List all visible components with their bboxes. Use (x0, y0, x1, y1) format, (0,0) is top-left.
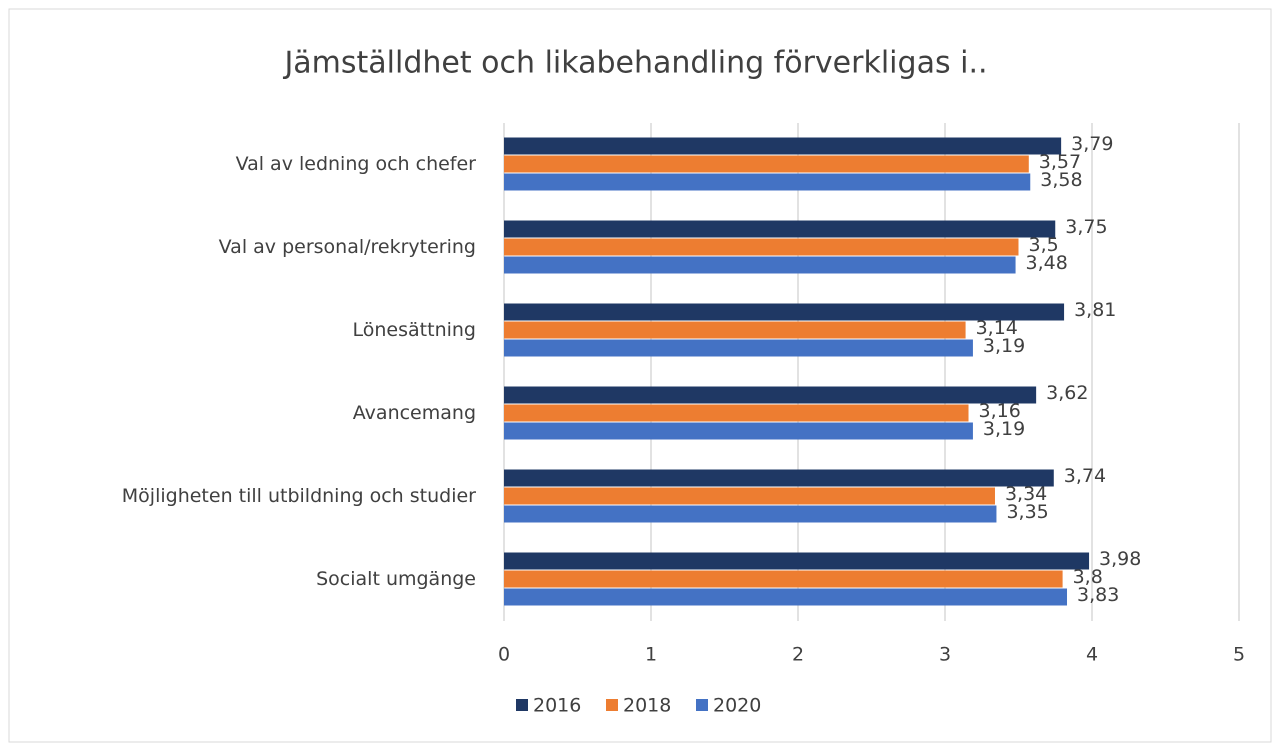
bar (504, 321, 966, 339)
bar (504, 588, 1068, 606)
x-tick-label: 2 (792, 644, 804, 666)
chart-border (8, 8, 1272, 743)
x-tick-label: 0 (498, 644, 510, 666)
x-tick-label: 5 (1233, 644, 1245, 666)
bar (504, 238, 1019, 256)
legend-label: 2020 (713, 695, 761, 717)
bar (504, 469, 1054, 487)
data-label: 3,74 (1064, 465, 1106, 487)
x-tick-label: 3 (939, 644, 951, 666)
data-label: 3,98 (1099, 548, 1141, 570)
data-label: 3,19 (983, 335, 1025, 357)
bar (504, 404, 969, 422)
legend-label: 2018 (623, 695, 671, 717)
data-label: 3,5 (1029, 234, 1059, 256)
legend-swatch (516, 699, 528, 711)
y-tick-label: Avancemang (353, 402, 476, 424)
data-label: 3,57 (1039, 151, 1081, 173)
data-label: 3,75 (1065, 216, 1107, 238)
bar (504, 155, 1029, 173)
bar (504, 386, 1037, 404)
y-tick-label: Val av ledning och chefer (236, 153, 477, 175)
y-tick-label: Lönesättning (353, 319, 476, 341)
y-tick-label: Möjligheten till utbildning och studier (122, 485, 476, 507)
data-label: 3,79 (1071, 133, 1113, 155)
bar (504, 552, 1090, 570)
bar (504, 137, 1062, 155)
data-label: 3,19 (983, 418, 1025, 440)
data-label: 3,48 (1026, 252, 1068, 274)
legend-swatch (606, 699, 618, 711)
bar (504, 570, 1063, 588)
x-tick-label: 1 (645, 644, 657, 666)
data-label: 3,16 (979, 400, 1021, 422)
bar (504, 339, 973, 357)
data-label: 3,35 (1006, 501, 1048, 523)
legend-swatch (696, 699, 708, 711)
data-label: 3,8 (1073, 566, 1103, 588)
bar (504, 173, 1031, 191)
y-tick-label: Socialt umgänge (316, 568, 476, 590)
data-label: 3,81 (1074, 299, 1116, 321)
bar (504, 487, 995, 505)
data-label: 3,58 (1040, 169, 1082, 191)
bar (504, 422, 973, 440)
data-label: 3,14 (976, 317, 1018, 339)
y-tick-label: Val av personal/rekrytering (219, 236, 476, 258)
x-tick-label: 4 (1086, 644, 1098, 666)
data-label: 3,34 (1005, 483, 1047, 505)
bar (504, 505, 997, 523)
bar (504, 256, 1016, 274)
bar (504, 220, 1056, 238)
data-label: 3,83 (1077, 584, 1119, 606)
chart-title: Jämställdhet och likabehandling förverkl… (282, 46, 987, 81)
bar (504, 303, 1065, 321)
data-label: 3,62 (1046, 382, 1088, 404)
legend-label: 2016 (533, 695, 581, 717)
